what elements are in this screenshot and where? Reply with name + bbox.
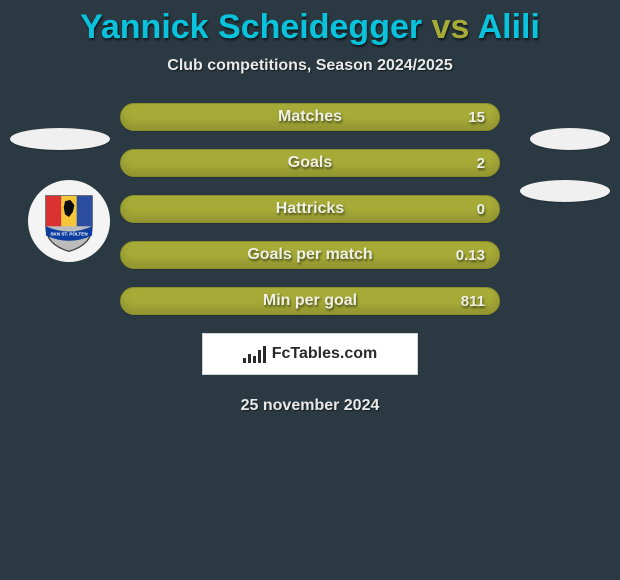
stat-bar: Min per goal811 xyxy=(120,287,500,315)
stat-bar-value: 811 xyxy=(461,293,485,310)
stat-bar-value: 0 xyxy=(477,201,485,218)
stat-bar-label: Goals per match xyxy=(121,246,499,264)
stat-bar: Goals2 xyxy=(120,149,500,177)
stat-bar-label: Min per goal xyxy=(121,292,499,310)
stat-bar-label: Hattricks xyxy=(121,200,499,218)
stat-bar-label: Goals xyxy=(121,154,499,172)
date-label: 25 november 2024 xyxy=(0,397,620,415)
stat-bar-value: 2 xyxy=(477,155,485,172)
player1-name: Yannick Scheidegger xyxy=(80,8,422,46)
attribution-box[interactable]: FcTables.com xyxy=(202,333,418,375)
stat-bar-label: Matches xyxy=(121,108,499,126)
stat-bar: Goals per match0.13 xyxy=(120,241,500,269)
page-title: Yannick Scheidegger vs Alili xyxy=(0,0,620,47)
stat-bars-container: Matches15 Goals2 Hattricks0 Goals per match… xyxy=(0,103,620,315)
stat-bar-value: 15 xyxy=(468,109,485,126)
subtitle: Club competitions, Season 2024/2025 xyxy=(0,57,620,75)
player2-name: Alili xyxy=(478,8,540,46)
stat-bar: Matches15 xyxy=(120,103,500,131)
chart-icon xyxy=(243,345,266,363)
vs-label: vs xyxy=(432,8,470,46)
attribution-text: FcTables.com xyxy=(272,345,378,363)
stat-bar-value: 0.13 xyxy=(456,247,485,264)
stat-bar: Hattricks0 xyxy=(120,195,500,223)
